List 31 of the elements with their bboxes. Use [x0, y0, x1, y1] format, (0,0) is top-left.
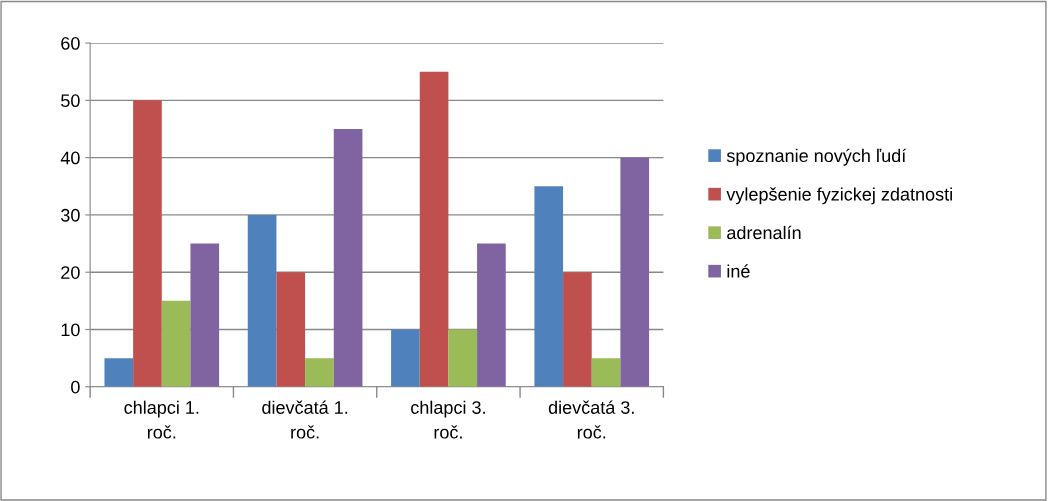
bar: [161, 300, 191, 387]
bar: [591, 358, 621, 387]
x-tick-label: dievčatá 3. roč.: [548, 400, 634, 439]
bar: [333, 129, 363, 387]
bar: [563, 272, 592, 387]
bar: [419, 71, 449, 387]
bar: [247, 214, 277, 387]
legend-label: iné: [727, 264, 750, 278]
x-tick-label: chlapci 1. roč.: [124, 400, 199, 439]
bar: [133, 100, 162, 387]
bar: [448, 329, 478, 387]
bar: [190, 243, 220, 387]
legend-label: spoznanie nových ľudí: [726, 148, 907, 166]
x-tick-label: chlapci 3. roč.: [411, 400, 485, 439]
y-tick-label: 40: [60, 151, 80, 165]
y-tick-label: 10: [61, 323, 80, 337]
bar: [391, 329, 420, 387]
bar: [305, 358, 334, 387]
y-tick-label: 60: [61, 37, 80, 50]
x-tick-label: dievčatá 1. roč.: [262, 400, 348, 439]
legend-label: adrenalín: [727, 225, 801, 240]
y-tick-label: 0: [71, 380, 80, 394]
y-tick-label: 30: [61, 208, 80, 222]
bar: [477, 243, 506, 387]
bar: [104, 358, 134, 387]
bar: [620, 157, 650, 387]
legend-label: vylepšenie fyzickej zdatnosti: [726, 187, 952, 205]
bar: [276, 272, 306, 387]
bar: [534, 186, 564, 387]
y-tick-label: 50: [61, 94, 80, 108]
y-tick-label: 20: [61, 266, 80, 279]
